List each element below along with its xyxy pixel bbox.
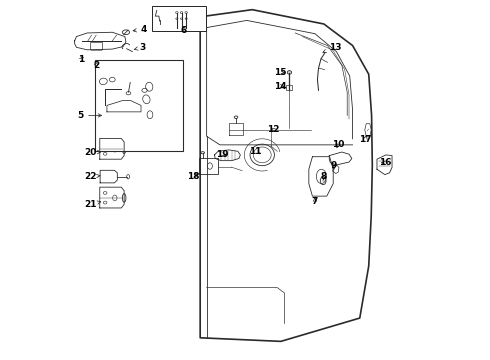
Text: 22: 22 (84, 172, 100, 181)
Text: 16: 16 (379, 158, 391, 167)
Text: 11: 11 (249, 147, 262, 156)
Text: 3: 3 (134, 43, 146, 52)
Text: 2: 2 (93, 61, 99, 70)
Text: 19: 19 (217, 150, 229, 159)
Text: 17: 17 (359, 135, 371, 144)
Text: 14: 14 (274, 82, 287, 91)
Text: 12: 12 (268, 125, 280, 134)
Text: 20: 20 (84, 148, 101, 157)
Text: 6: 6 (181, 26, 187, 35)
Text: 5: 5 (77, 111, 101, 120)
Text: 9: 9 (331, 161, 337, 170)
Bar (152, 6, 205, 31)
Bar (286, 85, 292, 90)
Text: 7: 7 (312, 197, 318, 206)
Bar (95, 60, 183, 151)
Text: 18: 18 (187, 172, 199, 181)
Text: 21: 21 (84, 200, 101, 209)
Text: 10: 10 (332, 140, 344, 149)
Text: 13: 13 (323, 43, 342, 53)
Text: 8: 8 (321, 172, 327, 181)
Text: 4: 4 (133, 25, 147, 34)
Text: 1: 1 (77, 55, 84, 64)
Text: 15: 15 (274, 68, 286, 77)
